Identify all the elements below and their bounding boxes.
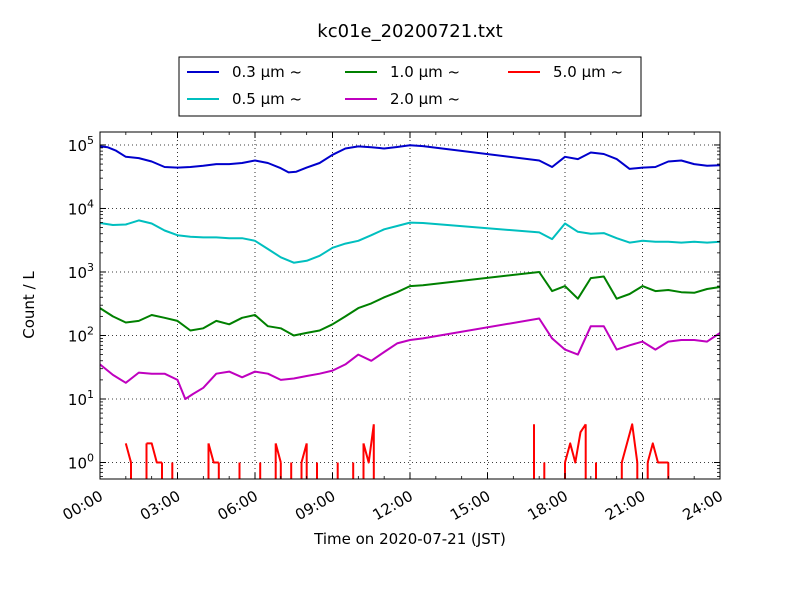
legend-label: 2.0 μm ~	[390, 90, 460, 108]
legend-label: 0.5 μm ~	[232, 90, 302, 108]
y-tick-label: 102	[68, 324, 94, 345]
y-tick-label: 105	[68, 134, 94, 155]
y-tick-label: 103	[68, 261, 94, 282]
y-axis-label: Count / L	[20, 271, 38, 339]
series-group	[99, 144, 721, 479]
legend-label: 0.3 μm ~	[232, 63, 302, 81]
series-line	[99, 144, 721, 174]
series-line	[124, 423, 670, 479]
x-axis-label: Time on 2020-07-21 (JST)	[313, 530, 506, 548]
y-tick-label: 100	[68, 452, 94, 473]
series-line	[99, 271, 721, 337]
legend: 0.3 μm ~ 0.5 μm ~ 1.0 μm ~ 2.0 μm ~ 5.0 μm ~	[178, 56, 642, 117]
y-tick-label: 104	[68, 197, 94, 218]
legend-frame	[178, 56, 642, 117]
y-tick-label: 101	[68, 388, 94, 409]
legend-label: 1.0 μm ~	[390, 63, 460, 81]
grid	[100, 132, 720, 479]
series-line	[99, 219, 721, 264]
series-line	[99, 317, 721, 400]
legend-label: 5.0 μm ~	[553, 63, 623, 81]
chart-title: kc01e_20200721.txt	[317, 21, 502, 42]
